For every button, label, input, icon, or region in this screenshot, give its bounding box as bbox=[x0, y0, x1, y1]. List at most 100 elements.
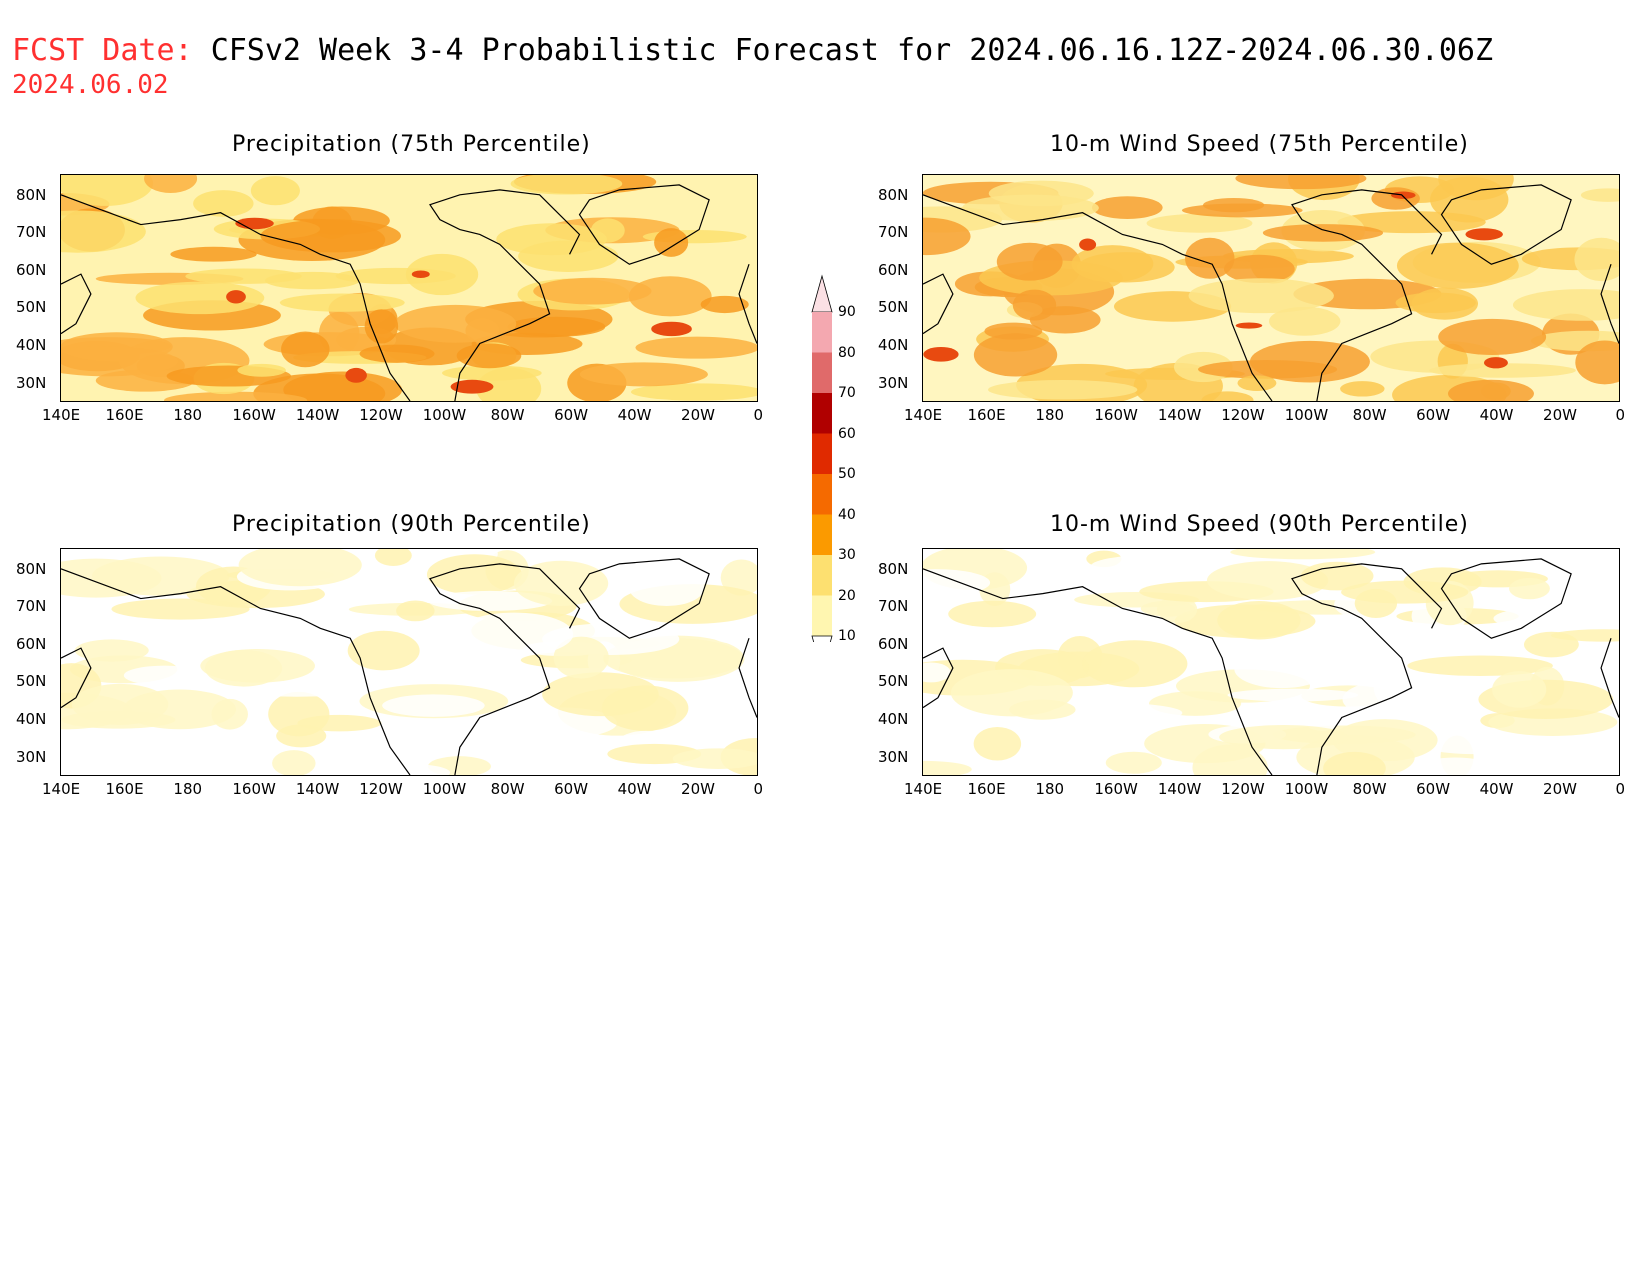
shaded-region bbox=[396, 600, 435, 622]
shaded-region bbox=[428, 590, 553, 611]
lon-tick-label: 100W bbox=[1284, 780, 1329, 798]
shaded-region bbox=[1438, 318, 1547, 356]
lat-tick-label: 40N bbox=[878, 336, 909, 354]
panel-title: Precipitation (75th Percentile) bbox=[232, 132, 591, 157]
shaded-region bbox=[1332, 719, 1438, 762]
lat-tick-label: 80N bbox=[16, 185, 47, 204]
shaded-region bbox=[61, 346, 178, 377]
lon-tick-label: 20W bbox=[1543, 780, 1577, 798]
shaded-region bbox=[1523, 631, 1579, 658]
shaded-region bbox=[366, 763, 451, 775]
shaded-region bbox=[1430, 176, 1509, 223]
shaded-region bbox=[1492, 671, 1547, 708]
lat-tick-label: 60N bbox=[16, 260, 47, 279]
shaded-region bbox=[123, 665, 206, 686]
shaded-region bbox=[364, 309, 399, 344]
lat-tick-label: 40N bbox=[16, 336, 47, 354]
shaded-region bbox=[1237, 375, 1277, 391]
lon-tick-label: 160W bbox=[1094, 406, 1138, 424]
colorbar-segment bbox=[812, 514, 832, 555]
shaded-region bbox=[1049, 703, 1183, 723]
lon-tick-label: 180 bbox=[173, 780, 203, 798]
lat-tick-label: 70N bbox=[878, 223, 909, 242]
lon-tick-label: 180 bbox=[173, 406, 203, 424]
colorbar-label: 30 bbox=[838, 547, 856, 563]
shaded-region bbox=[374, 549, 412, 566]
shaded-region bbox=[1575, 340, 1619, 385]
coastline bbox=[1600, 638, 1619, 718]
lat-tick-label: 70N bbox=[16, 597, 47, 616]
map-plot bbox=[60, 548, 758, 776]
shaded-region bbox=[225, 682, 369, 697]
shaded-region bbox=[185, 268, 302, 284]
lon-tick-label: 80W bbox=[490, 780, 525, 798]
lon-tick-label: 0 bbox=[753, 780, 764, 798]
lon-tick-label: 20W bbox=[1543, 406, 1577, 424]
shaded-region bbox=[635, 336, 757, 359]
shaded-region bbox=[923, 569, 991, 597]
shaded-region bbox=[479, 739, 536, 753]
panel-title: Precipitation (90th Percentile) bbox=[232, 512, 591, 537]
lon-tick-label: 120W bbox=[359, 780, 403, 798]
coastline bbox=[578, 184, 710, 265]
coastline bbox=[923, 273, 954, 335]
shaded-region bbox=[672, 748, 757, 769]
colorbar-label: 80 bbox=[838, 344, 856, 361]
shaded-region bbox=[1092, 196, 1163, 220]
lon-tick-label: 20W bbox=[681, 406, 715, 424]
shaded-region bbox=[405, 253, 479, 296]
coastline bbox=[1440, 184, 1572, 265]
coastline bbox=[61, 273, 92, 335]
lon-tick-label: 60W bbox=[1416, 780, 1451, 798]
colorbar-segment bbox=[812, 433, 832, 474]
coastline bbox=[1291, 189, 1443, 401]
shaded-region bbox=[1223, 254, 1295, 284]
colorbar-label: 50 bbox=[838, 466, 856, 482]
lat-tick-label: 60N bbox=[878, 260, 909, 279]
shaded-region-high bbox=[651, 321, 692, 337]
lon-tick-label: 120W bbox=[1221, 406, 1265, 424]
lon-tick-label: 140E bbox=[904, 406, 943, 424]
lon-tick-label: 40W bbox=[617, 780, 652, 798]
coastline bbox=[61, 194, 411, 401]
shaded-region bbox=[272, 750, 316, 775]
lon-tick-label: 0 bbox=[1615, 780, 1626, 798]
lon-tick-label: 40W bbox=[1479, 780, 1514, 798]
lon-tick-label: 0 bbox=[1615, 406, 1626, 424]
shaded-region bbox=[237, 363, 286, 377]
lon-tick-label: 140W bbox=[295, 780, 340, 798]
shaded-region bbox=[553, 636, 609, 679]
fcst-date-value: 2024.06.02 bbox=[12, 70, 169, 100]
shaded-region-high bbox=[345, 367, 367, 383]
shaded-region bbox=[518, 240, 619, 272]
panel-title: 10-m Wind Speed (90th Percentile) bbox=[1050, 512, 1469, 537]
colorbar-label: 70 bbox=[838, 385, 856, 401]
lon-tick-label: 160W bbox=[1094, 780, 1138, 798]
shaded-region bbox=[1373, 666, 1417, 709]
shaded-region-high bbox=[1079, 238, 1097, 251]
shaded-region bbox=[238, 549, 362, 587]
shaded-region bbox=[1219, 725, 1349, 750]
shaded-region-high bbox=[226, 290, 246, 304]
shaded-region bbox=[1300, 561, 1374, 591]
shaded-region bbox=[973, 333, 1058, 377]
lon-tick-label: 20W bbox=[681, 780, 715, 798]
lon-tick-label: 80W bbox=[1352, 780, 1387, 798]
lat-tick-label: 50N bbox=[16, 298, 47, 317]
shaded-region bbox=[281, 331, 330, 368]
coastline bbox=[1600, 264, 1619, 344]
shaded-region bbox=[1071, 245, 1154, 283]
colorbar-label: 90 bbox=[838, 304, 856, 320]
shaded-region-high bbox=[1483, 357, 1508, 369]
lon-tick-label: 140W bbox=[295, 406, 340, 424]
shaded-region bbox=[394, 304, 517, 343]
shaded-region bbox=[1198, 360, 1338, 379]
lon-tick-label: 140W bbox=[1157, 780, 1202, 798]
shaded-region bbox=[61, 210, 146, 253]
shaded-region bbox=[1146, 213, 1253, 233]
coastline bbox=[429, 563, 581, 775]
shaded-region bbox=[250, 176, 300, 206]
lon-tick-label: 60W bbox=[1416, 406, 1451, 424]
shaded-region-high bbox=[1235, 322, 1263, 329]
shaded-region bbox=[590, 218, 625, 243]
